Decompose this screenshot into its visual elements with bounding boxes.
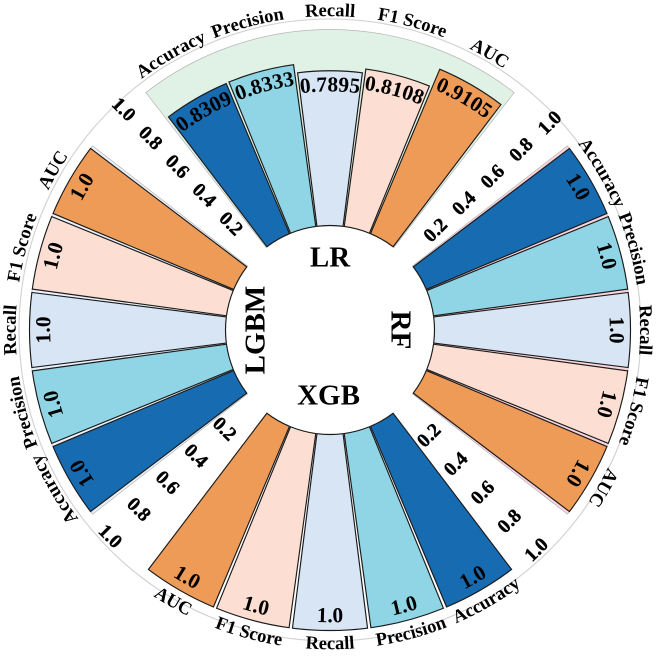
svg-text:1.0: 1.0	[316, 603, 343, 627]
svg-text:1.0: 1.0	[605, 316, 629, 344]
svg-text:Recall: Recall	[0, 304, 22, 356]
svg-text:Recall: Recall	[304, 0, 356, 22]
svg-text:Recall: Recall	[305, 632, 355, 654]
svg-text:1.0: 1.0	[31, 316, 55, 344]
svg-text:LR: LR	[310, 242, 351, 274]
svg-text:0.7895: 0.7895	[299, 72, 362, 98]
svg-text:LGBM: LGBM	[240, 286, 272, 375]
svg-text:RF: RF	[384, 311, 416, 350]
svg-text:XGB: XGB	[297, 380, 360, 412]
svg-text:Recall: Recall	[634, 304, 656, 356]
